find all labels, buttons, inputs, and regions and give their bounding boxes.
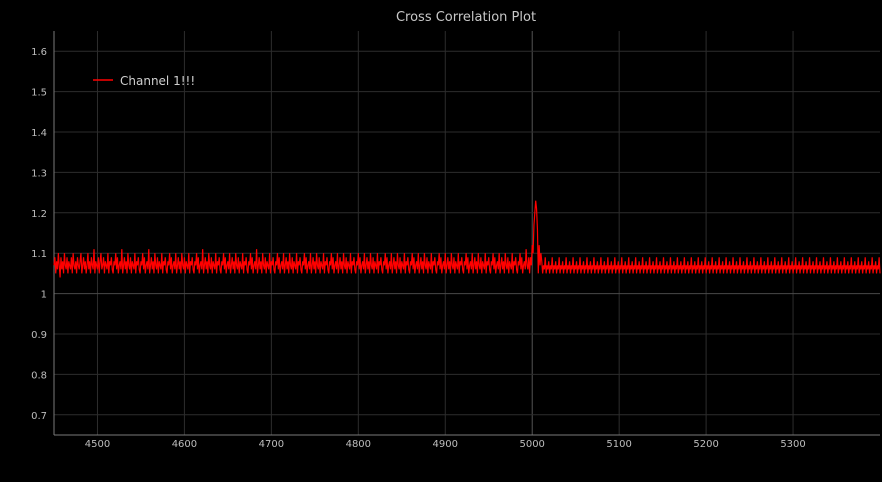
x-tick-label: 4700	[259, 439, 284, 450]
x-tick-label: 5000	[519, 439, 544, 450]
chart-title: Cross Correlation Plot	[396, 10, 536, 25]
y-tick-label: 1.5	[31, 88, 47, 99]
legend-label: Channel 1!!!	[120, 74, 195, 88]
tick-labels: 4500 4600 4700 4800 4900 5000 5100 5200 5300 0.7 0…	[31, 47, 806, 450]
y-tick-label: 1.4	[31, 128, 47, 139]
series-channel-1-line	[53, 200, 881, 278]
legend: Channel 1!!!	[93, 74, 195, 88]
y-tick-label: 1	[41, 290, 47, 301]
x-tick-label: 4600	[172, 439, 197, 450]
y-tick-label: 0.9	[31, 330, 47, 341]
x-tick-label: 5300	[780, 439, 805, 450]
x-tick-label: 4900	[433, 439, 458, 450]
x-tick-label: 5100	[606, 439, 631, 450]
x-tick-label: 4800	[346, 439, 371, 450]
axes	[53, 31, 880, 436]
y-tick-label: 1.6	[31, 47, 47, 58]
y-tick-label: 1.2	[31, 209, 47, 220]
series-layer	[53, 200, 881, 278]
x-tick-label: 4500	[85, 439, 110, 450]
x-tick-label: 5200	[693, 439, 718, 450]
y-tick-label: 0.8	[31, 370, 47, 381]
grid	[54, 31, 880, 435]
y-tick-label: 1.3	[31, 168, 47, 179]
y-tick-label: 0.7	[31, 411, 47, 422]
y-tick-label: 1.1	[31, 249, 47, 260]
